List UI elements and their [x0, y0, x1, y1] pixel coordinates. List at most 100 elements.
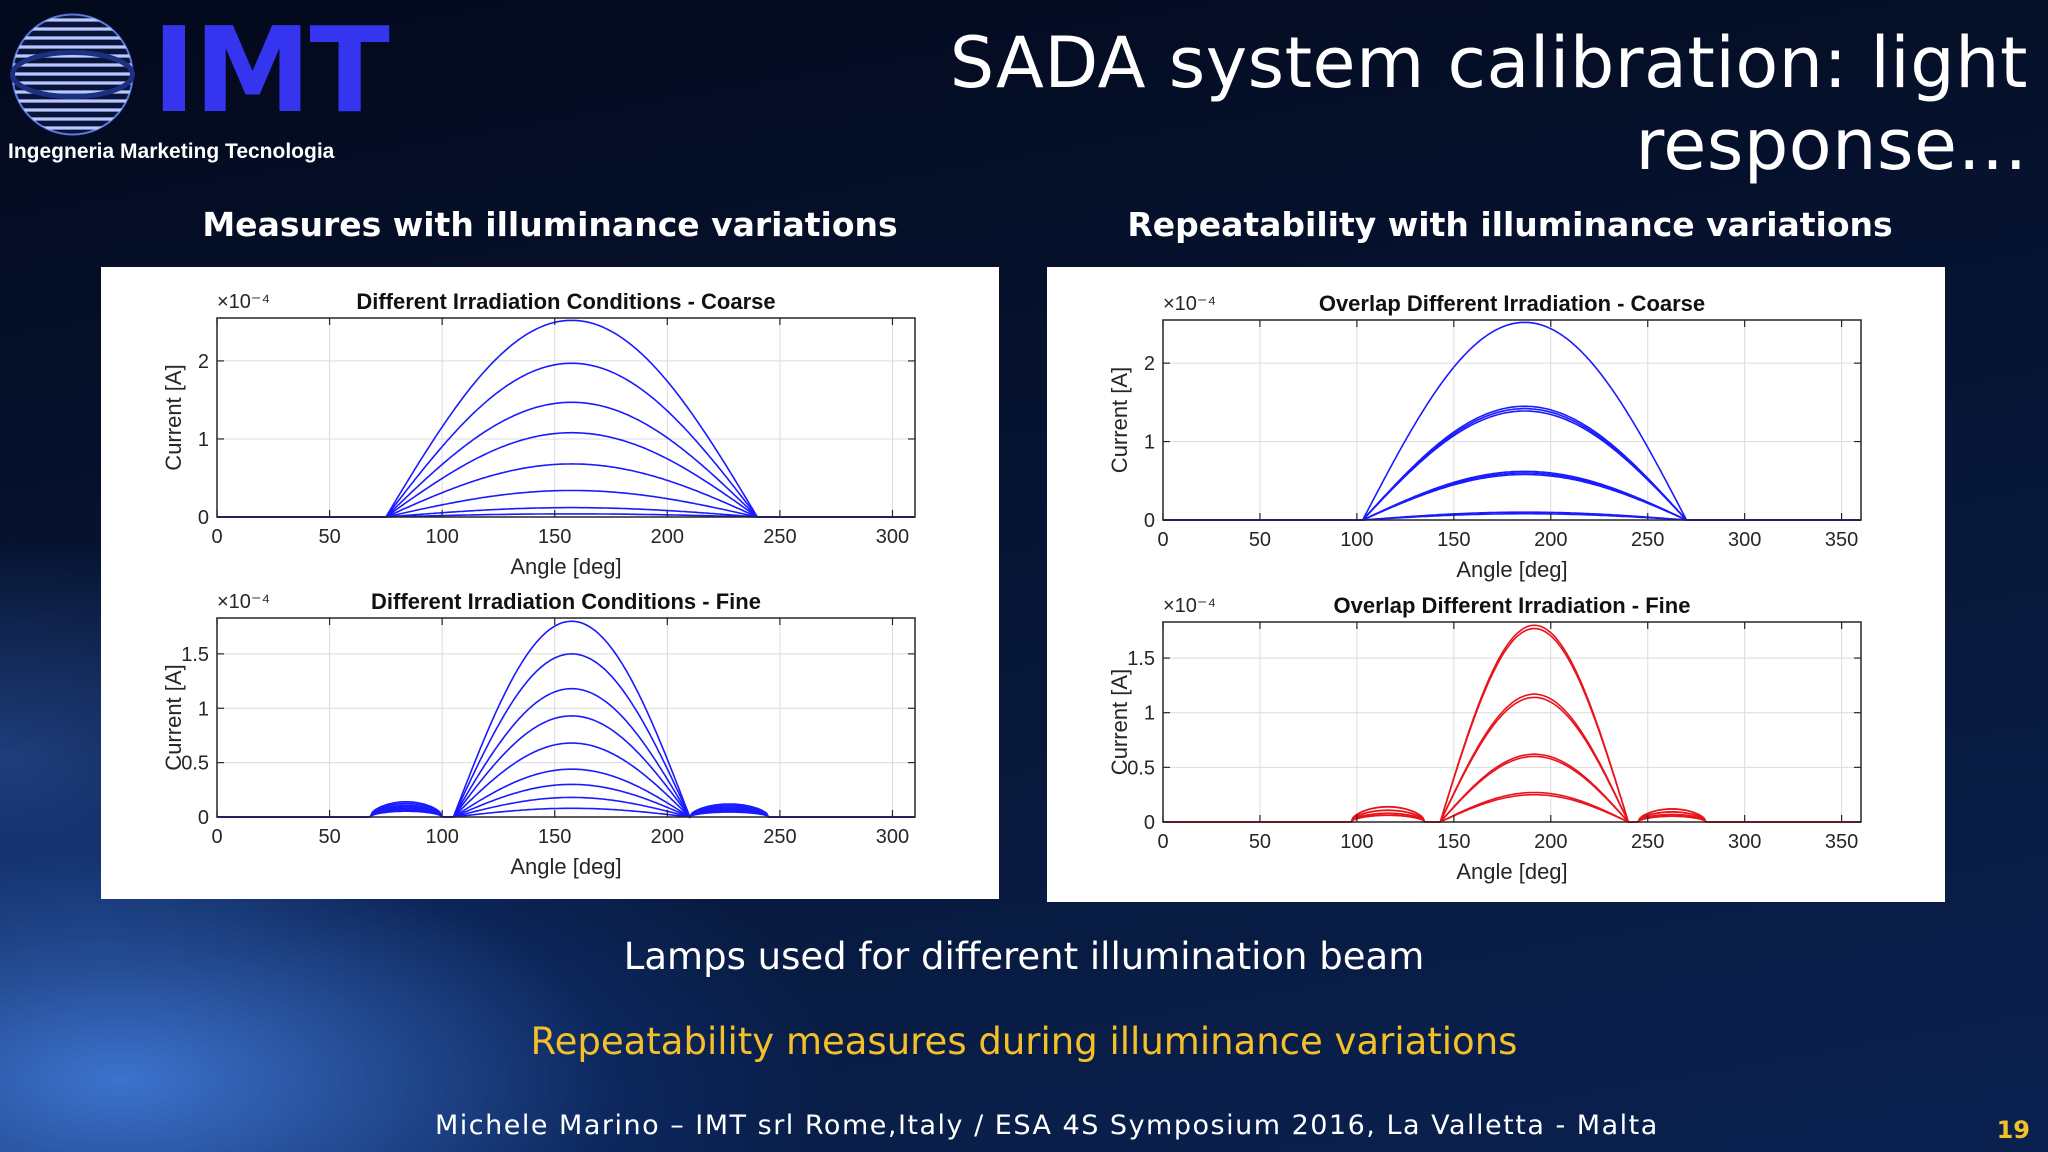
x-tick-label: 150 — [538, 526, 571, 548]
x-tick-label: 350 — [1825, 831, 1858, 853]
left-section-heading: Measures with illuminance variations — [202, 205, 898, 244]
y-axis-label: Current [A] — [1107, 367, 1132, 473]
right-figure-svg: 0 50 100 150 200 250 300 350 0 1 2 Overlap Differen… — [1107, 291, 1862, 884]
chart-title: Different Irradiation Conditions - Fine — [371, 589, 761, 614]
footer-text: Michele Marino – IMT srl Rome,Italy / ES… — [435, 1110, 1659, 1141]
x-axis-label: Angle [deg] — [510, 854, 621, 879]
x-axis-label: Angle [deg] — [1456, 557, 1567, 582]
x-tick-label: 100 — [1340, 529, 1373, 551]
fine-chart: 0 50 100 150 200 250 300 0 0.5 1 1.5 Different Irra… — [161, 589, 916, 879]
series-line-6 — [217, 768, 915, 818]
series-line-1 — [217, 319, 915, 518]
coarse-chart: 0 50 100 150 200 250 300 0 1 2 Different Irradiati… — [161, 289, 916, 579]
x-tick-label: 300 — [876, 826, 909, 848]
y-axis-label: Current [A] — [1107, 669, 1132, 775]
series-line-2 — [217, 362, 915, 518]
y-tick-label: 1 — [198, 698, 209, 720]
logo-subtitle: Ingegneria Marketing Tecnologia — [8, 140, 335, 163]
x-tick-label: 200 — [651, 826, 684, 848]
series-line-2 — [217, 653, 915, 819]
y-axis-label: Current [A] — [161, 664, 186, 770]
y-axis-label: Current [A] — [161, 364, 186, 470]
x-tick-label: 250 — [1631, 831, 1664, 853]
y-tick-label: 0 — [1144, 510, 1155, 532]
plot-frame — [216, 617, 916, 818]
y-tick-label: 2 — [1144, 353, 1155, 375]
series-line-7 — [217, 506, 915, 518]
series-line-9 — [217, 807, 915, 818]
y-tick-label: 1 — [1144, 432, 1155, 454]
series-line-4 — [217, 431, 915, 518]
y-tick-label: 0 — [198, 507, 209, 529]
series-line-5 — [1163, 753, 1861, 823]
series-line-9 — [1163, 512, 1861, 521]
series-line-1 — [217, 620, 915, 819]
series-line-2 — [1163, 405, 1861, 521]
series-line-7 — [217, 783, 915, 818]
x-tick-label: 50 — [1249, 831, 1271, 853]
x-tick-label: 150 — [1437, 529, 1470, 551]
series-line-8 — [217, 796, 915, 818]
x-tick-label: 200 — [651, 526, 684, 548]
x-tick-label: 300 — [1728, 529, 1761, 551]
plot-frame — [1162, 319, 1862, 521]
plot-frame — [216, 317, 916, 518]
series-line-8 — [1163, 793, 1861, 823]
overlap-coarse-chart: 0 50 100 150 200 250 300 350 0 1 2 Overlap Differen… — [1107, 291, 1862, 582]
slide-title: SADA system calibration: light response… — [949, 22, 2028, 186]
x-tick-label: 250 — [763, 826, 796, 848]
x-tick-label: 50 — [318, 526, 340, 548]
plot-frame — [1162, 621, 1862, 823]
x-tick-label: 0 — [1157, 529, 1168, 551]
lamps-caption: Lamps used for different illumination be… — [623, 935, 1425, 978]
imt-logo-globe — [10, 13, 135, 136]
x-tick-label: 250 — [1631, 529, 1664, 551]
overlap-fine-chart: 0 50 100 150 200 250 300 350 0 0.5 1 1.5 Overlap Dif… — [1107, 593, 1862, 884]
y-tick-label: 0 — [198, 807, 209, 829]
chart-title: Overlap Different Irradiation - Coarse — [1319, 291, 1705, 316]
series-line-1 — [1163, 321, 1861, 521]
x-tick-label: 100 — [425, 526, 458, 548]
x-axis-label: Angle [deg] — [1456, 859, 1567, 884]
x-tick-label: 50 — [1249, 529, 1271, 551]
x-tick-label: 50 — [318, 826, 340, 848]
x-tick-label: 0 — [211, 526, 222, 548]
x-tick-label: 350 — [1825, 529, 1858, 551]
y-exponent-label: ×10⁻⁴ — [1163, 293, 1216, 315]
x-tick-label: 100 — [425, 826, 458, 848]
chart-title: Overlap Different Irradiation - Fine — [1334, 593, 1691, 618]
y-tick-label: 0.5 — [1127, 757, 1155, 779]
y-tick-label: 0 — [1144, 812, 1155, 834]
y-tick-label: 1 — [198, 429, 209, 451]
y-tick-label: 0.5 — [181, 753, 209, 775]
x-tick-label: 150 — [1437, 831, 1470, 853]
imt-logo-text: IMT — [152, 1, 390, 139]
y-exponent-label: ×10⁻⁴ — [1163, 595, 1216, 617]
y-tick-label: 1.5 — [181, 644, 209, 666]
series-line-4 — [1163, 410, 1861, 521]
y-tick-label: 2 — [198, 351, 209, 373]
series-line-3 — [1163, 407, 1861, 521]
x-tick-label: 150 — [538, 826, 571, 848]
x-tick-label: 250 — [763, 526, 796, 548]
series-line-5 — [217, 742, 915, 819]
chart-title: Different Irradiation Conditions - Coars… — [356, 289, 775, 314]
repeatability-caption: Repeatability measures during illuminanc… — [530, 1020, 1518, 1063]
page-number: 19 — [1996, 1116, 2030, 1144]
right-figure-panel: 0 50 100 150 200 250 300 350 0 1 2 Overlap Differen… — [1047, 267, 1945, 902]
series-line-3 — [217, 401, 915, 518]
x-tick-label: 0 — [211, 826, 222, 848]
x-tick-label: 200 — [1534, 529, 1567, 551]
y-tick-label: 1.5 — [1127, 648, 1155, 670]
y-exponent-label: ×10⁻⁴ — [217, 591, 270, 613]
x-axis-label: Angle [deg] — [510, 554, 621, 579]
x-tick-label: 100 — [1340, 831, 1373, 853]
x-tick-label: 0 — [1157, 831, 1168, 853]
x-tick-label: 200 — [1534, 831, 1567, 853]
series-line-6 — [1163, 755, 1861, 823]
series-line-4 — [217, 715, 915, 819]
x-tick-label: 300 — [876, 526, 909, 548]
series-line-6 — [217, 489, 915, 518]
y-exponent-label: ×10⁻⁴ — [217, 291, 270, 313]
x-tick-label: 300 — [1728, 831, 1761, 853]
